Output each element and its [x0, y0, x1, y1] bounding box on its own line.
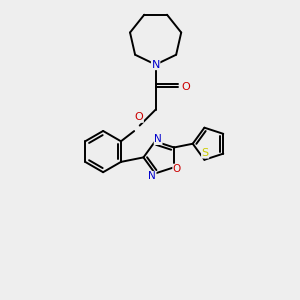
Text: O: O — [135, 112, 143, 122]
Text: O: O — [173, 164, 181, 174]
Text: S: S — [202, 148, 209, 158]
Text: N: N — [154, 134, 162, 145]
Text: N: N — [152, 60, 160, 70]
Text: O: O — [181, 82, 190, 92]
Text: N: N — [148, 171, 156, 182]
